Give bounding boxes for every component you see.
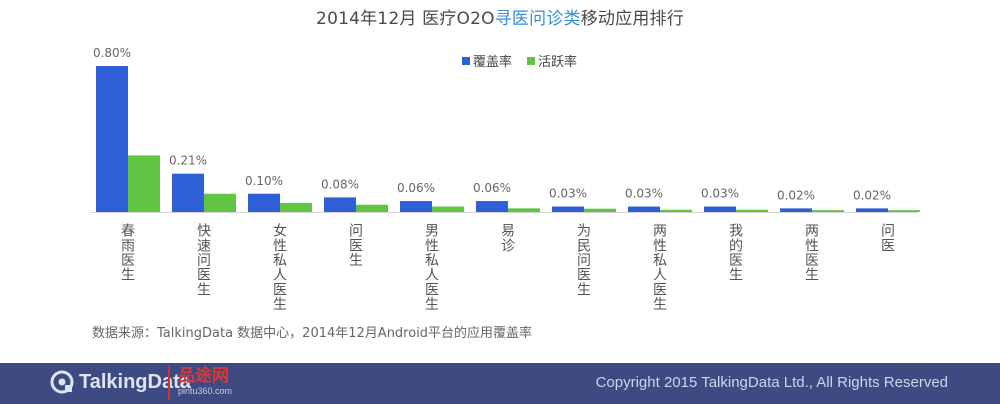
bar-activity-6 [584,208,616,212]
bar-activity-7 [660,209,692,212]
data-label-3: 0.08% [321,177,359,191]
partner-url: pintu360.com [178,386,233,396]
bar-activity-2 [280,202,312,212]
category-label-2: 女性私人医生 [273,223,287,313]
bar-activity-1 [204,193,236,212]
category-label-1: 快速问医生 [197,224,211,299]
bar-chart: 0.80% 春雨医生 0.21% 快速问医生 0.10% 女性私人医生 0.08% 问医生 0.… [90,46,920,313]
bar-coverage-1 [172,173,204,212]
category-label-9: 两性医生 [805,224,819,284]
category-label-4: 男性私人医生 [425,224,439,313]
bar-coverage-8 [704,206,736,212]
category-label-7: 两性私人医生 [653,224,667,313]
bar-coverage-2 [248,193,280,212]
title-part2: 移动应用排行 [580,9,684,29]
footer-bar: TalkingData 品途网 pintu360.com Copyright 2… [0,363,1000,404]
copyright-text: Copyright 2015 TalkingData Ltd., All Rig… [595,374,948,391]
data-label-0: 0.80% [93,46,131,60]
data-label-7: 0.03% [625,187,663,201]
bar-coverage-10 [856,208,888,212]
bar-coverage-6 [552,206,584,212]
chart-title: 2014年12月 医疗O2O寻医问诊类移动应用排行 [0,4,1000,29]
bar-coverage-7 [628,206,660,212]
data-label-10: 0.02% [853,188,891,202]
bar-activity-5 [508,208,540,212]
legend-swatch-0 [462,57,470,65]
bar-activity-9 [812,210,844,212]
category-label-10: 问医 [881,224,895,255]
legend-label-0: 覆盖率 [473,54,512,70]
title-part1: 2014年12月 医疗O2O [316,9,495,29]
bar-activity-4 [432,206,464,212]
bar-coverage-5 [476,201,508,212]
category-label-3: 问医生 [349,224,363,269]
legend-swatch-1 [527,57,535,65]
category-label-6: 为民问医生 [577,224,591,299]
data-label-4: 0.06% [397,181,435,195]
category-label-0: 春雨医生 [121,224,135,284]
data-label-8: 0.03% [701,187,739,201]
partner-name: 品途网 [178,366,229,386]
bar-activity-3 [356,204,388,212]
category-label-8: 我的医生 [729,224,743,284]
data-label-6: 0.03% [549,187,587,201]
talkingdata-logo: TalkingData [50,370,191,394]
logo-text: TalkingData [79,370,191,393]
data-label-2: 0.10% [245,174,283,188]
bar-activity-10 [888,210,920,212]
bar-coverage-3 [324,197,356,212]
data-label-1: 0.21% [169,154,207,168]
talkingdata-logo-icon [50,370,74,394]
bar-coverage-4 [400,201,432,212]
bar-activity-8 [736,209,768,212]
data-label-5: 0.06% [473,181,511,195]
legend-label-1: 活跃率 [538,54,577,70]
bar-coverage-0 [96,66,128,212]
source-note: 数据来源：TalkingData 数据中心，2014年12月Android平台的… [92,326,533,341]
category-label-5: 易诊 [501,224,515,255]
bar-coverage-9 [780,208,812,212]
title-highlight: 寻医问诊类 [494,9,581,29]
data-label-9: 0.02% [777,188,815,202]
partner-logo: 品途网 pintu360.com [168,366,232,400]
bar-activity-0 [128,155,160,212]
